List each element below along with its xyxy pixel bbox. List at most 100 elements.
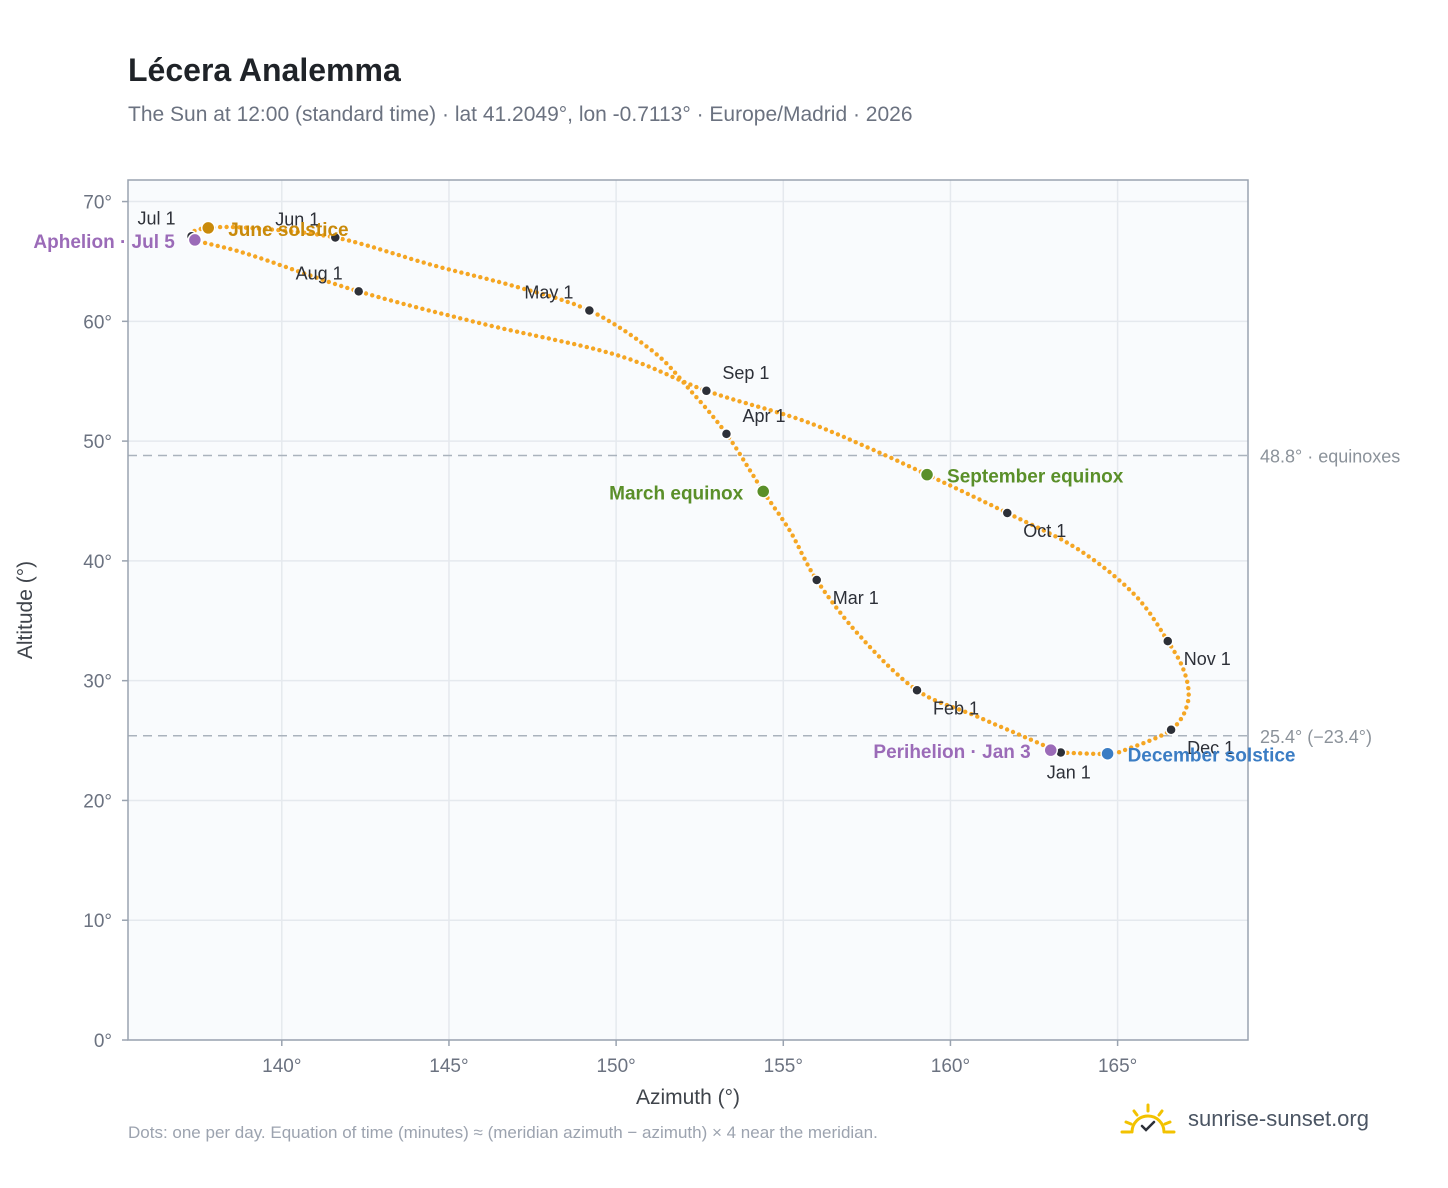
daily-dot (269, 227, 275, 232)
daily-dot (854, 630, 860, 635)
daily-dot (780, 516, 785, 522)
daily-dot (622, 355, 627, 360)
daily-dot (420, 306, 425, 311)
daily-dot (514, 329, 520, 334)
daily-dot (390, 251, 395, 256)
daily-dot (1147, 738, 1152, 743)
daily-dot (597, 348, 602, 353)
daily-dot (478, 275, 483, 280)
daily-dot (1158, 627, 1164, 633)
daily-dot (959, 488, 965, 494)
brand-logo[interactable]: sunrise-sunset.org (1120, 1102, 1369, 1136)
daily-dot (359, 241, 364, 247)
plot-area (128, 180, 1248, 1040)
daily-dot (464, 317, 469, 322)
daily-dot (670, 374, 675, 380)
event-label: September equinox (947, 467, 1124, 488)
daily-dot (1071, 750, 1077, 756)
daily-dot (617, 325, 623, 330)
daily-dot (445, 312, 450, 318)
daily-dot (762, 406, 767, 411)
daily-dot (977, 497, 982, 502)
daily-dot (1053, 534, 1058, 539)
daily-dot (496, 279, 502, 285)
daily-dot (834, 605, 839, 610)
daily-dot (1117, 578, 1122, 583)
daily-dot (547, 293, 552, 299)
daily-dot (805, 420, 810, 425)
daily-dot (664, 361, 669, 366)
y-tick-label: 70° (83, 193, 112, 214)
daily-dot (1010, 729, 1016, 735)
daily-dot (881, 659, 886, 664)
daily-dot (308, 231, 313, 236)
month-label: Jan 1 (1047, 763, 1091, 783)
event-label: June solstice (228, 220, 348, 241)
daily-dot (737, 451, 742, 457)
daily-dot (921, 692, 926, 697)
daily-dot (237, 225, 242, 230)
reference-line-label: 25.4° (−23.4°) (1260, 727, 1372, 747)
daily-dot (664, 372, 669, 377)
daily-dot (553, 295, 558, 300)
daily-dot (805, 562, 810, 567)
y-axis-label: Altitude (°) (14, 561, 37, 659)
daily-dot (595, 312, 600, 317)
daily-dot (694, 384, 699, 390)
daily-dot (376, 294, 381, 300)
daily-dot (1028, 737, 1034, 742)
daily-dot (793, 539, 798, 544)
daily-dot (1064, 540, 1070, 545)
daily-dot (639, 340, 644, 345)
month-marker (329, 231, 342, 244)
daily-dot (859, 635, 864, 640)
daily-dot (799, 550, 804, 556)
daily-dot (221, 245, 227, 250)
daily-dot (471, 273, 477, 278)
y-tick-label: 20° (83, 791, 112, 812)
daily-dot (737, 399, 742, 404)
daily-dot (601, 315, 606, 320)
daily-dot (572, 341, 577, 347)
daily-dot (1126, 587, 1132, 592)
daily-dot (365, 243, 370, 248)
daily-dot (1129, 745, 1134, 750)
daily-dot (603, 349, 608, 355)
daily-dot (1185, 698, 1191, 704)
daily-dot (826, 595, 831, 600)
daily-dot (1112, 574, 1117, 579)
daily-dot (905, 680, 910, 686)
daily-dot (295, 229, 300, 235)
month-markers: Jan 1 Feb 1 Mar 1 Apr 1 May 1 Jun 1 Jul 1 Aug 1… (137, 208, 1234, 782)
daily-dot (240, 250, 245, 255)
daily-dot (289, 267, 295, 272)
daily-dot (1012, 514, 1017, 519)
chart-subtitle: The Sun at 12:00 (standard time) · lat 4… (128, 103, 913, 126)
daily-dot (577, 304, 583, 309)
month-label: Aug 1 (296, 263, 343, 283)
daily-dot (1035, 525, 1041, 530)
daily-dot (730, 440, 735, 446)
daily-dot (1122, 747, 1128, 753)
daily-dot (382, 296, 387, 301)
daily-dot (439, 311, 444, 316)
daily-dot (346, 238, 352, 243)
daily-dot (658, 369, 663, 374)
daily-dot (253, 254, 258, 259)
month-label: Apr 1 (742, 406, 785, 426)
daily-dot (863, 640, 868, 645)
daily-dot (1078, 751, 1083, 756)
daily-dot (1140, 601, 1145, 606)
daily-dot (712, 391, 717, 396)
month-marker (1162, 635, 1174, 647)
daily-dot (853, 440, 858, 445)
daily-dot (1175, 655, 1181, 660)
daily-dot (409, 256, 414, 262)
daily-dot (768, 408, 773, 413)
daily-dot (754, 479, 760, 484)
y-tick-label: 40° (83, 552, 112, 573)
daily-dot (682, 379, 687, 385)
daily-dot (332, 281, 338, 287)
daily-dot (1178, 661, 1184, 666)
